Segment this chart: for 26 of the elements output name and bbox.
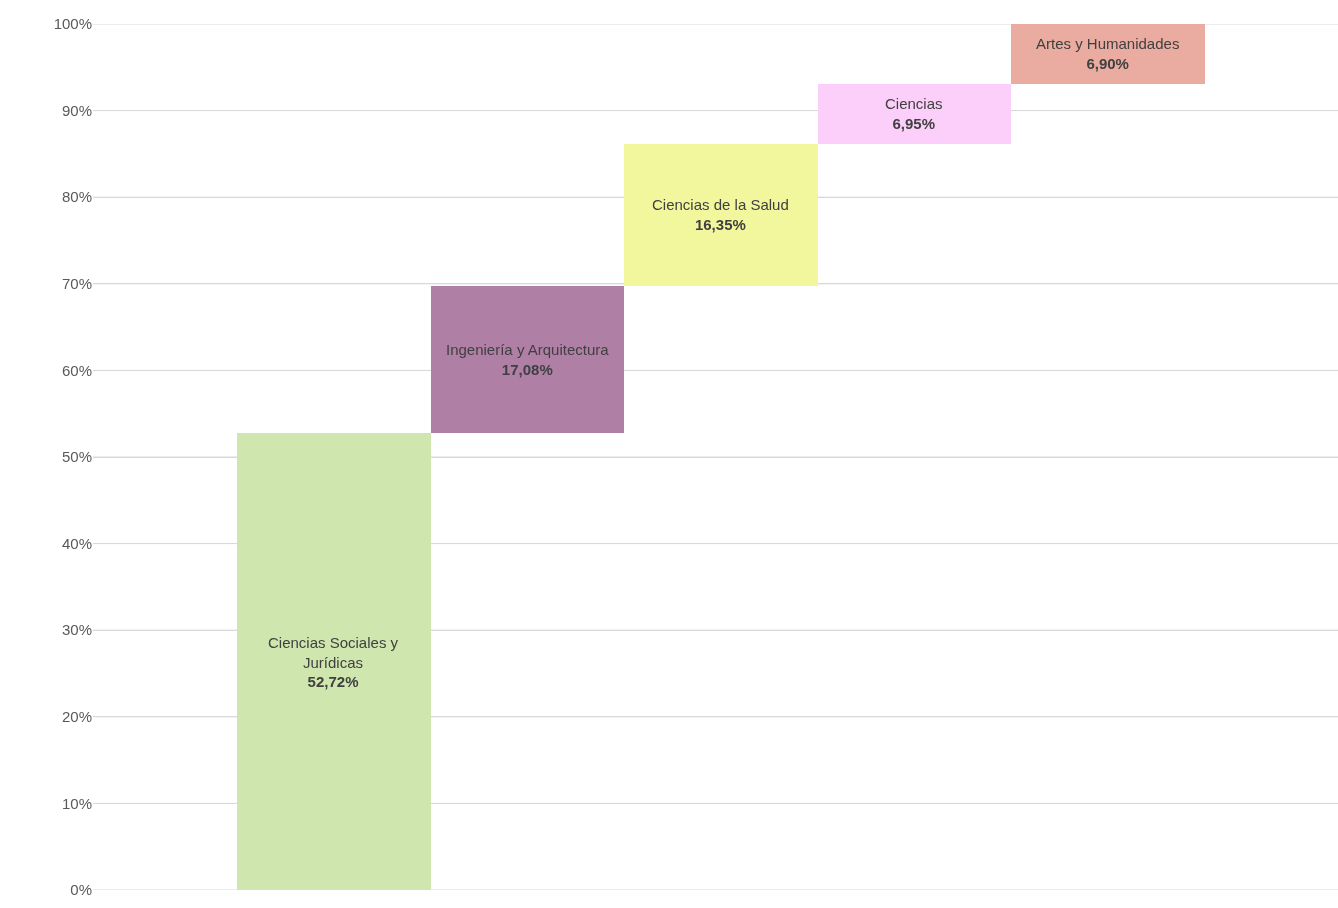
- y-tick-label: 100%: [53, 15, 92, 33]
- y-tick-label: 40%: [61, 534, 92, 552]
- x-tick-label: Ingeniería y Arquitectura: [446, 341, 610, 358]
- data-label: 6,90%: [1086, 54, 1129, 72]
- y-tick-label: 90%: [61, 101, 92, 119]
- x-tick-label: Ciencias Sociales y Jurídicas: [268, 634, 399, 671]
- bar: [818, 84, 1011, 144]
- bar: [237, 433, 431, 890]
- y-tick-label: 70%: [61, 275, 92, 293]
- data-label: 6,95%: [892, 114, 936, 132]
- x-tick-label: Artes y Humanidades: [1036, 35, 1180, 52]
- bar: [624, 144, 818, 286]
- y-tick-label: 20%: [61, 708, 92, 726]
- data-label: 52,72%: [307, 673, 359, 690]
- y-tick-label: 60%: [61, 361, 92, 379]
- data-label: 16,35%: [694, 215, 746, 233]
- bar: [1011, 24, 1205, 84]
- x-tick-label: Ciencias de la Salud: [652, 196, 789, 213]
- y-tick-label: 10%: [61, 794, 92, 812]
- bar: [431, 286, 624, 433]
- x-tick-label: Ciencias: [885, 95, 943, 112]
- data-label: 17,08%: [501, 360, 553, 378]
- y-tick-label: 50%: [61, 448, 92, 466]
- y-tick-label: 80%: [61, 188, 92, 206]
- y-tick-label: 0%: [70, 881, 92, 899]
- y-tick-label: 30%: [61, 621, 92, 639]
